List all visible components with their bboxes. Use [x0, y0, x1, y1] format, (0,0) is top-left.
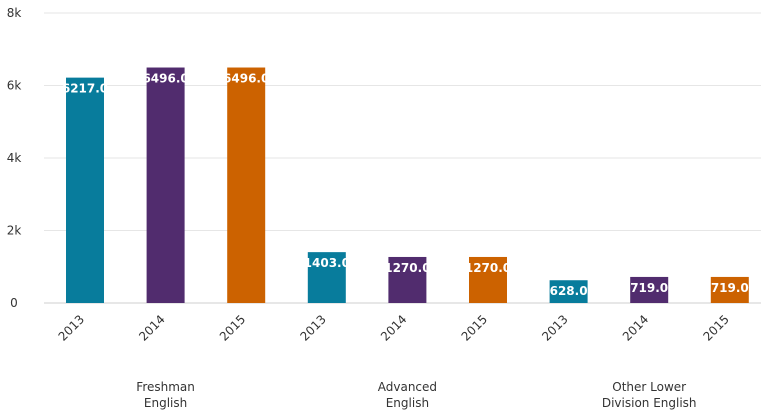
category-label: Division English: [602, 396, 697, 410]
bar: [710, 276, 749, 303]
category-label: Other Lower: [612, 380, 686, 394]
category-label: English: [386, 396, 429, 410]
bar: [146, 67, 185, 304]
x-axis-groups: Freshman English Advanced English Other Lowe…: [136, 380, 696, 410]
x-tick-label: 2015: [700, 312, 731, 343]
x-tick-label: 2015: [217, 312, 248, 343]
bar: [388, 256, 427, 303]
bar: [630, 276, 669, 303]
category-label: Freshman: [136, 380, 195, 394]
data-label: 719.0: [630, 281, 668, 295]
bar: [66, 77, 104, 303]
bar: [549, 280, 588, 303]
data-label: 719.0: [711, 281, 749, 295]
bar: [227, 67, 266, 304]
data-label: 1403.0: [304, 256, 350, 270]
y-tick-label: 0: [10, 296, 18, 310]
data-label: 1270.0: [384, 261, 430, 275]
x-tick-label: 2014: [620, 312, 651, 343]
x-tick-label: 2014: [378, 312, 409, 343]
data-label: 6217.0: [62, 82, 108, 96]
category-label: English: [144, 396, 187, 410]
data-label: 628.0: [550, 284, 588, 298]
data-label: 6496.0: [223, 72, 269, 86]
x-tick-label: 2013: [539, 312, 570, 343]
category-label: Advanced: [378, 380, 437, 394]
x-axis-ticks: 2013 2014 2015 2013 2014 2015 2013 2014 2015: [56, 312, 732, 343]
x-tick-label: 2013: [56, 312, 87, 343]
bars: 6217.0 6496.0 6496.0 1403.0 1270.0 1270.0 628.…: [62, 67, 749, 304]
y-tick-label: 4k: [7, 151, 22, 165]
bar: [469, 256, 507, 303]
y-tick-label: 8k: [7, 6, 22, 20]
y-tick-label: 6k: [7, 79, 22, 93]
data-label: 6496.0: [142, 72, 188, 86]
y-axis-ticks: 0 2k 4k 6k 8k: [7, 6, 22, 310]
x-tick-label: 2014: [136, 312, 167, 343]
y-tick-label: 2k: [7, 224, 22, 238]
x-tick-label: 2015: [459, 312, 490, 343]
x-tick-label: 2013: [297, 312, 328, 343]
data-label: 1270.0: [465, 261, 511, 275]
bar: [307, 252, 346, 303]
